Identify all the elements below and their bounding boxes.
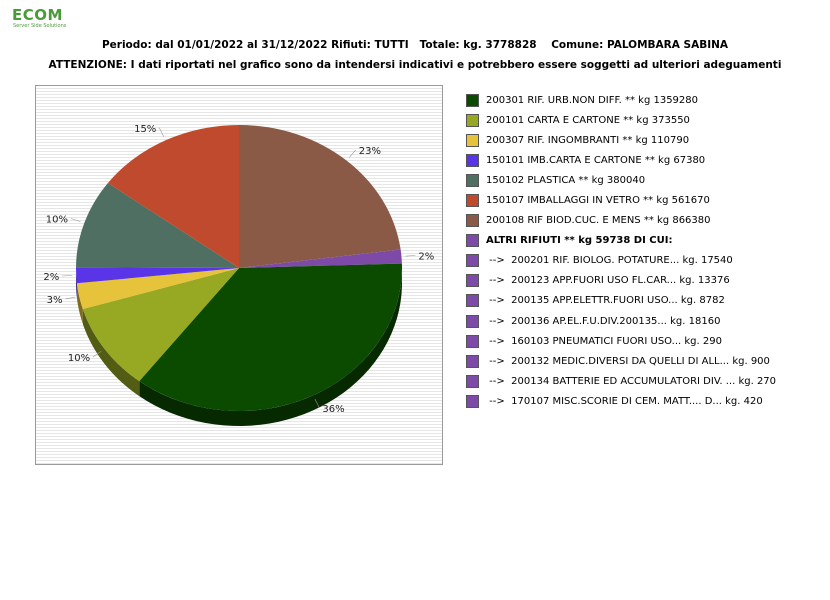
legend-item: --> 160103 PNEUMATICI FUORI USO... kg. 2… xyxy=(466,331,826,351)
pie-leader-5 xyxy=(62,275,73,277)
chart-period-line: Periodo: dal 01/01/2022 al 31/12/2022 Ri… xyxy=(101,39,729,51)
pie-slice-6 xyxy=(76,182,239,268)
legend-label: 150102 PLASTICA ** kg 380040 xyxy=(486,174,646,186)
legend-label: --> 200132 MEDIC.DIVERSI DA QUELLI DI AL… xyxy=(486,355,770,367)
pie-leader-2 xyxy=(314,398,320,408)
pie-pct-label-5: 2% xyxy=(43,272,59,283)
pie-leader-1 xyxy=(405,255,416,257)
legend-swatch xyxy=(466,194,479,208)
legend-item: ALTRI RIFIUTI ** kg 59738 DI CUI: xyxy=(466,231,826,251)
pie-leader-0 xyxy=(348,149,356,158)
logo-subtitle: Server Side Solutions xyxy=(13,23,67,29)
ecom-logo: ECOM Server Side Solutions xyxy=(12,6,102,29)
legend-label: --> 200134 BATTERIE ED ACCUMULATORI DIV.… xyxy=(486,375,777,387)
pie-slice-5 xyxy=(75,267,239,284)
legend-item: 200108 RIF BIOD.CUC. E MENS ** kg 866380 xyxy=(466,211,826,231)
legend-item: 200101 CARTA E CARTONE ** kg 373550 xyxy=(466,110,826,130)
legend-item: --> 200134 BATTERIE ED ACCUMULATORI DIV.… xyxy=(466,371,826,391)
pie-slice-1 xyxy=(239,249,402,268)
legend-item: --> 200201 RIF. BIOLOG. POTATURE... kg. … xyxy=(466,251,826,271)
legend-item: 150107 IMBALLAGGI IN VETRO ** kg 561670 xyxy=(466,190,826,210)
legend-item: --> 200136 AP.EL.F.U.DIV.200135... kg. 1… xyxy=(466,311,826,331)
legend-label: 200108 RIF BIOD.CUC. E MENS ** kg 866380 xyxy=(486,215,711,227)
legend-swatch xyxy=(466,153,479,167)
legend-swatch xyxy=(466,294,479,308)
legend-label: 150101 IMB.CARTA E CARTONE ** kg 67380 xyxy=(486,154,706,166)
pie-slice-7 xyxy=(107,125,240,268)
legend-label: 200307 RIF. INGOMBRANTI ** kg 110790 xyxy=(486,134,690,146)
legend-item: 150102 PLASTICA ** kg 380040 xyxy=(466,170,826,190)
legend-swatch xyxy=(466,334,479,348)
pie-side-2 xyxy=(139,271,402,426)
legend-label: --> 200201 RIF. BIOLOG. POTATURE... kg. … xyxy=(486,255,733,267)
chart-legend: 200301 RIF. URB.NON DIFF. ** kg 1359280 2… xyxy=(466,90,826,412)
pie-pct-label-2: 36% xyxy=(322,404,344,415)
legend-item: 200307 RIF. INGOMBRANTI ** kg 110790 xyxy=(466,130,826,150)
legend-label: --> 160103 PNEUMATICI FUORI USO... kg. 2… xyxy=(486,335,722,347)
legend-label: --> 200136 AP.EL.F.U.DIV.200135... kg. 1… xyxy=(486,315,721,327)
legend-label: --> 170107 MISC.SCORIE DI CEM. MATT.... … xyxy=(486,395,763,407)
pie-pct-label-4: 3% xyxy=(47,295,63,306)
legend-label: 200301 RIF. URB.NON DIFF. ** kg 1359280 xyxy=(486,94,699,106)
legend-swatch xyxy=(466,274,479,288)
pie-slice-0 xyxy=(239,125,401,268)
pie-slice-3 xyxy=(82,268,239,382)
pie-side-3 xyxy=(82,309,140,397)
pie-leader-6 xyxy=(70,218,81,222)
pie-pct-label-7: 15% xyxy=(134,124,156,135)
legend-label: --> 200135 APP.ELETTR.FUORI USO... kg. 8… xyxy=(486,295,725,307)
legend-item: --> 170107 MISC.SCORIE DI CEM. MATT.... … xyxy=(466,391,826,411)
legend-swatch xyxy=(466,214,479,228)
legend-item: --> 200132 MEDIC.DIVERSI DA QUELLI DI AL… xyxy=(466,351,826,371)
chart-warning-line: ATTENZIONE: I dati riportati nel grafico… xyxy=(48,59,782,71)
legend-label: 150107 IMBALLAGGI IN VETRO ** kg 561670 xyxy=(486,195,710,207)
pie-side-5 xyxy=(76,267,77,299)
legend-swatch xyxy=(466,394,479,408)
pie-slice-4 xyxy=(76,268,240,310)
legend-item: --> 200135 APP.ELETTR.FUORI USO... kg. 8… xyxy=(466,291,826,311)
legend-swatch xyxy=(466,314,479,328)
legend-swatch xyxy=(466,173,479,187)
pie-pct-label-0: 23% xyxy=(359,146,381,157)
legend-item: --> 200123 APP.FUORI USO FL.CAR... kg. 1… xyxy=(466,271,826,291)
pie-pct-label-6: 10% xyxy=(46,214,68,225)
legend-label: --> 200123 APP.FUORI USO FL.CAR... kg. 1… xyxy=(486,275,730,287)
legend-swatch xyxy=(466,113,479,127)
pie-pct-label-1: 2% xyxy=(418,251,434,262)
pie-leader-7 xyxy=(159,127,165,137)
legend-swatch xyxy=(466,254,479,268)
legend-item: 200301 RIF. URB.NON DIFF. ** kg 1359280 xyxy=(466,90,826,110)
pie-side-4 xyxy=(76,283,83,325)
legend-item: 150101 IMB.CARTA E CARTONE ** kg 67380 xyxy=(466,150,826,170)
legend-swatch xyxy=(466,354,479,368)
pie-chart: 23% 2% 36% 10% 3% 2% 10% 15% xyxy=(43,124,434,426)
logo-text: ECOM xyxy=(12,6,63,24)
legend-swatch xyxy=(466,234,479,248)
pie-slice-2 xyxy=(139,263,402,411)
legend-swatch xyxy=(466,93,479,107)
legend-label: 200101 CARTA E CARTONE ** kg 373550 xyxy=(486,114,690,126)
legend-swatch xyxy=(466,374,479,388)
legend-swatch xyxy=(466,133,479,147)
pie-pct-label-3: 10% xyxy=(68,353,90,364)
legend-label: ALTRI RIFIUTI ** kg 59738 DI CUI: xyxy=(486,235,673,247)
pie-leader-4 xyxy=(65,296,76,300)
pie-leader-3 xyxy=(92,350,102,358)
